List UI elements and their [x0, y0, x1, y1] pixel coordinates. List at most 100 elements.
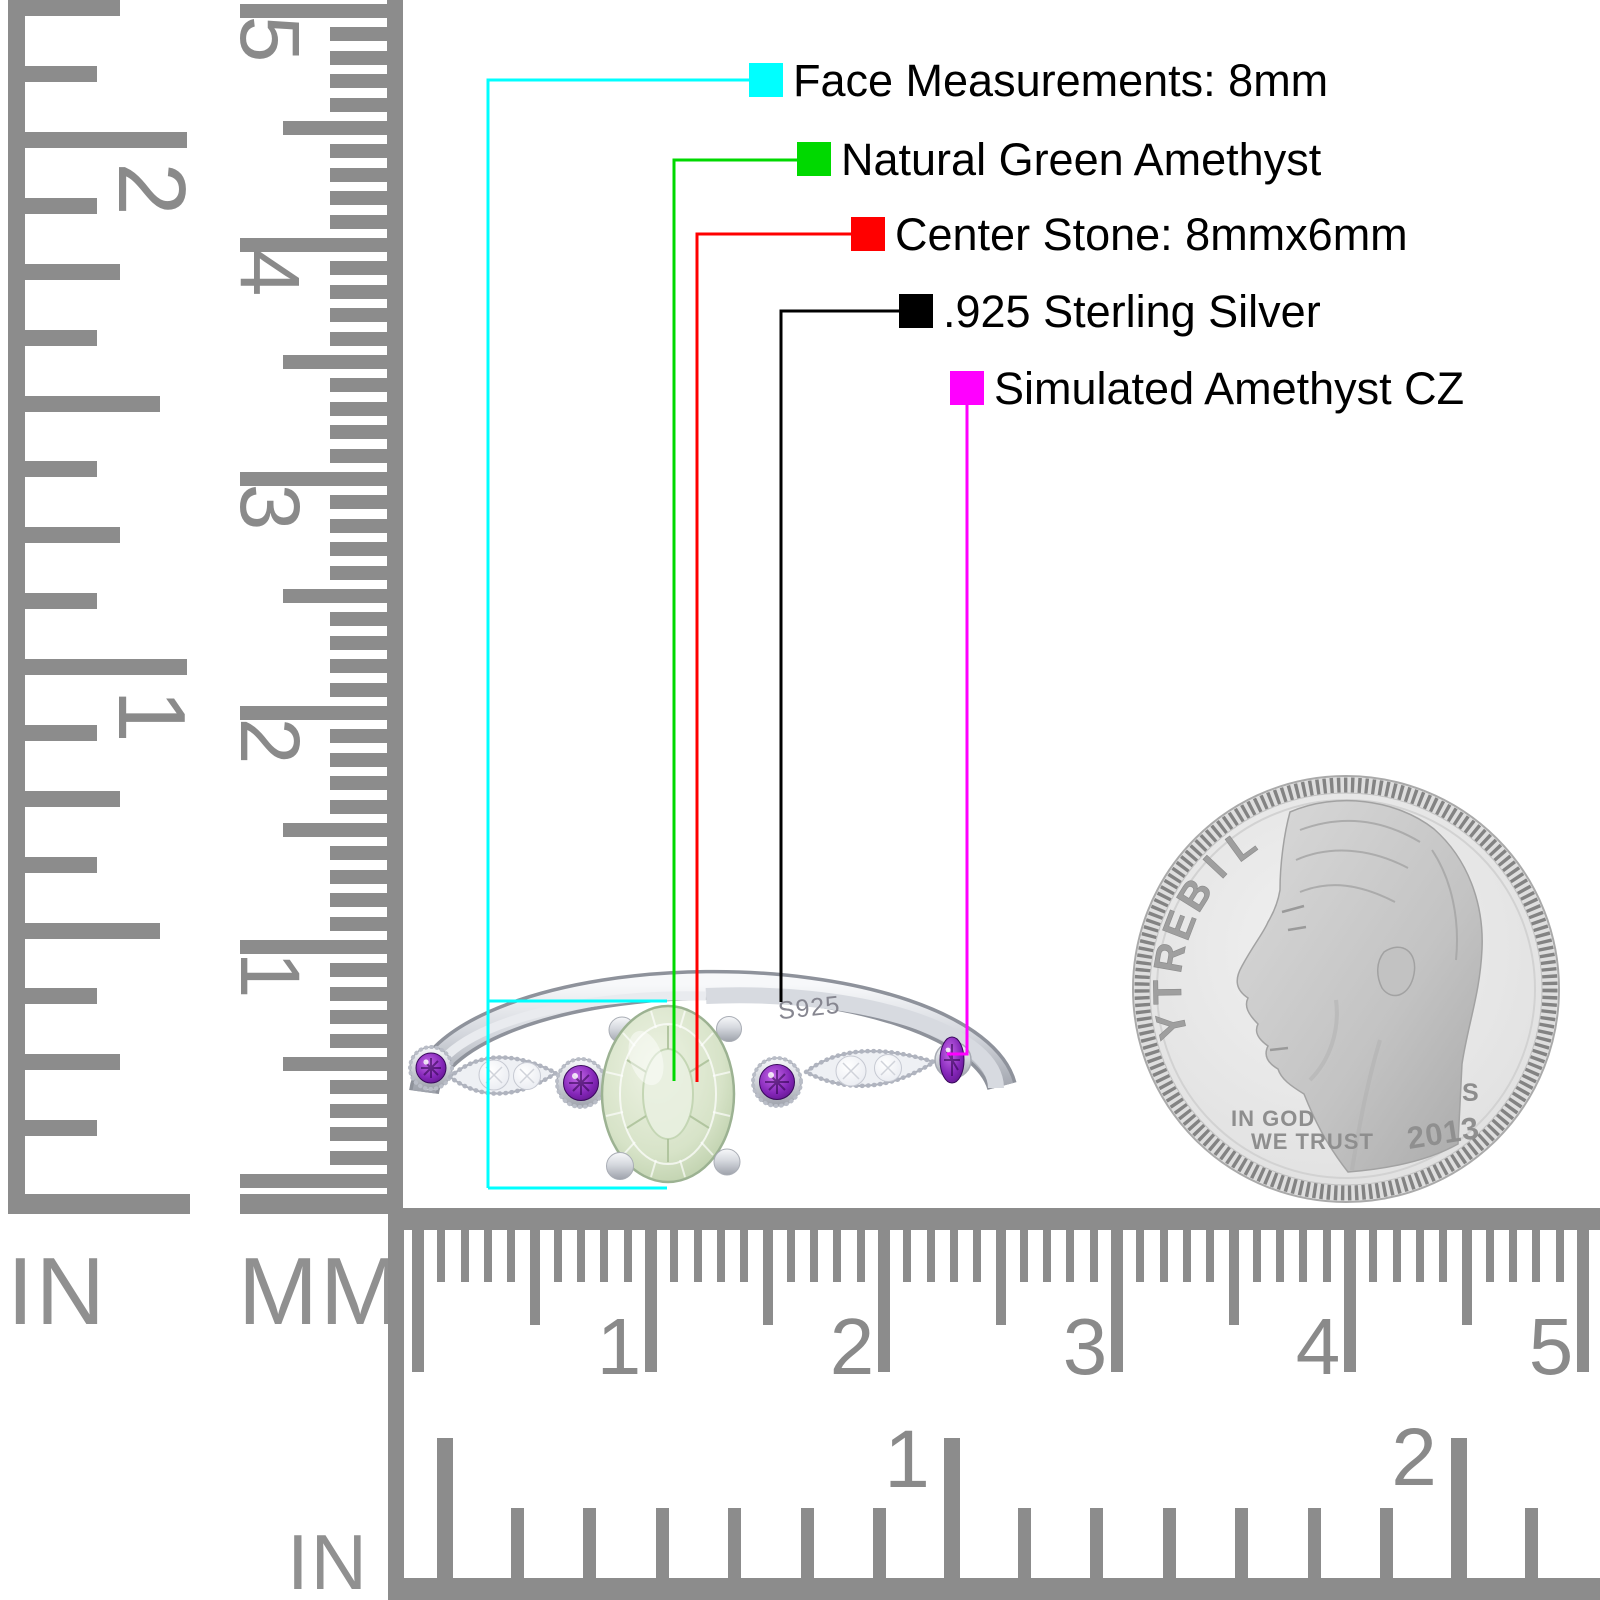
- ruler-tick: [25, 659, 187, 675]
- ruler-tick: [330, 612, 387, 627]
- stone-highlight: [628, 1030, 664, 1086]
- roosevelt-profile: [1236, 799, 1483, 1173]
- ruler-tick: [388, 1208, 1600, 1230]
- facet-lines: [605, 1010, 731, 1178]
- ruler-tick: [330, 144, 387, 159]
- ruler-tick: [330, 308, 387, 323]
- ruler-tick: [1509, 1230, 1518, 1282]
- ruler-tick: [412, 1230, 424, 1372]
- glint: [945, 1047, 951, 1053]
- ruler-tick: [283, 823, 387, 837]
- milgrain: [408, 1045, 454, 1091]
- ruler-tick: [25, 593, 97, 610]
- ruler-tick: [1111, 1230, 1123, 1372]
- glint: [768, 1072, 774, 1078]
- ruler-tick: [1532, 1230, 1541, 1282]
- ruler-number: 4: [1295, 1302, 1341, 1391]
- ruler-tick: [949, 1230, 958, 1282]
- ruler-tick: [670, 1230, 679, 1282]
- ruler-tick: [1019, 1230, 1028, 1282]
- ruler-tick: [1276, 1230, 1285, 1282]
- legend-swatch: [797, 142, 831, 176]
- ruler-tick: [762, 1230, 773, 1325]
- ruler-tick: [330, 191, 387, 206]
- ruler-tick: [1307, 1508, 1321, 1578]
- ruler-tick: [728, 1508, 742, 1578]
- ruler-tick: [388, 1208, 404, 1600]
- leader-line: [779, 309, 899, 1002]
- ruler-tick: [283, 1057, 387, 1071]
- ruler-tick: [330, 1103, 387, 1118]
- ruler-tick: [330, 27, 387, 42]
- facet-rim: [619, 1023, 717, 1165]
- legend-label: .925 Sterling Silver: [943, 286, 1321, 337]
- ruler-tick: [330, 518, 387, 533]
- ruler-tick: [1369, 1230, 1378, 1282]
- face-detail: [1269, 904, 1307, 1052]
- ruler-tick: [1299, 1230, 1308, 1282]
- prong: [713, 1148, 741, 1176]
- ring-engraving: S925: [777, 991, 842, 1025]
- legend-swatch: [851, 217, 885, 251]
- ruler-tick: [330, 495, 387, 510]
- legend-swatch: [899, 294, 933, 328]
- ruler-tick: [25, 1120, 97, 1137]
- ruler-tick: [330, 425, 387, 440]
- prong: [606, 1152, 634, 1180]
- ruler-tick: [330, 963, 387, 978]
- ruler-tick: [1577, 1230, 1589, 1372]
- ruler-tick: [944, 1438, 960, 1578]
- ruler-tick: [25, 1054, 120, 1071]
- coin-mint-mark: S: [1462, 1079, 1479, 1107]
- ruler-tick: [1380, 1508, 1394, 1578]
- ruler-tick: [25, 724, 97, 741]
- ruler-tick: [1206, 1230, 1215, 1282]
- legend-label: Center Stone: 8mmx6mm: [895, 209, 1408, 260]
- ruler-tick: [330, 846, 387, 861]
- left-inch-ruler-unit-label: IN: [7, 1238, 107, 1345]
- prong: [716, 1016, 742, 1042]
- coin-motto-line1: IN GOD: [1231, 1106, 1315, 1131]
- ring-illustration: S925: [408, 969, 1017, 1184]
- ear: [1377, 946, 1416, 997]
- ring-band-inner-face: [705, 987, 1004, 1089]
- ruler-tick: [330, 214, 387, 229]
- ruler-tick: [483, 1230, 492, 1282]
- ruler-tick: [1461, 1230, 1472, 1325]
- ruler-number: 3: [1062, 1302, 1108, 1391]
- facets: [842, 1060, 896, 1080]
- leader-lines: [486, 78, 969, 1190]
- ruler-tick: [1136, 1230, 1145, 1282]
- ruler-tick: [577, 1230, 586, 1282]
- ruler-tick: [283, 355, 387, 369]
- ruler-tick: [1162, 1508, 1176, 1578]
- ruler-tick: [330, 916, 387, 931]
- bottom-inch-ruler-unit-label: IN: [287, 1518, 369, 1600]
- neck-shadow: [1308, 999, 1382, 1171]
- ruler-tick: [1252, 1230, 1261, 1282]
- ruler-tick: [1089, 1230, 1098, 1282]
- legend-swatch: [950, 371, 984, 405]
- ruler-number: 2: [829, 1302, 875, 1391]
- left-mm-ruler-unit-label: MM: [238, 1238, 402, 1345]
- legend-label: Natural Green Amethyst: [841, 134, 1322, 185]
- ruler-tick: [330, 986, 387, 1001]
- coin-legend-letter: R: [1146, 940, 1194, 976]
- ruler-tick: [1344, 1230, 1356, 1372]
- ruler-tick: [1451, 1438, 1468, 1578]
- ruler-tick: [25, 329, 97, 346]
- ruler-tick: [1235, 1508, 1249, 1578]
- ruler-tick: [25, 263, 120, 280]
- ruler-tick: [693, 1230, 702, 1282]
- ruler-tick: [330, 682, 387, 697]
- ruler-tick: [926, 1230, 935, 1282]
- ruler-tick: [856, 1230, 865, 1282]
- ruler-tick: [330, 1010, 387, 1025]
- leader-line: [947, 405, 969, 1056]
- ruler-tick: [25, 132, 187, 148]
- ruler-tick: [1159, 1230, 1168, 1282]
- leader-line: [695, 232, 851, 1082]
